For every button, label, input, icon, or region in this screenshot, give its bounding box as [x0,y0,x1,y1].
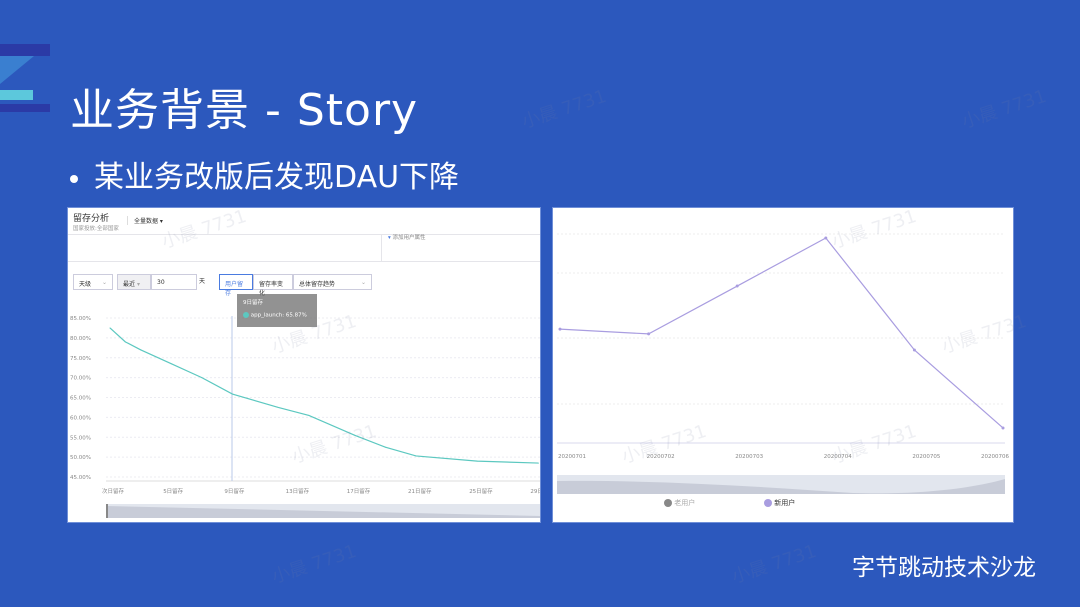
data-point [476,460,478,462]
y-tick-label: 65.00% [70,396,91,402]
divider [68,261,540,262]
y-tick-label: 70.00% [70,376,91,382]
data-point [912,348,916,352]
series-icon [243,312,249,318]
data-point [109,327,111,329]
y-tick-label: 85.00% [70,316,91,322]
x-tick-label: 次日留存 [102,487,125,495]
data-point [354,434,356,436]
range-value-input[interactable]: 30 [151,274,197,290]
y-tick-label: 60.00% [70,415,91,421]
data-point [140,349,142,351]
retention-chart: 85.00% 80.00% 75.00% 70.00% 65.00% 60.00% 55.0… [70,316,541,518]
x-tick-label: 29日留存 [530,487,541,495]
tab-user-retention[interactable]: 用户留存 [219,274,253,297]
logo-decoration [0,44,50,114]
bullet-icon [70,174,78,183]
bullet-point: 某业务改版后发现DAU下降 [70,152,459,196]
legend-old-users[interactable]: 老用户 [664,498,695,508]
data-point [201,377,203,379]
panel-subtitle: 国家投放:全部国家 [73,226,119,232]
x-tick-label: 20200706 [981,454,1009,460]
y-tick-label: 50.00% [70,455,91,461]
watermark: 小晨 7731 [959,85,1050,133]
data-point [384,446,386,448]
bullet-text: 某业务改版后发现DAU下降 [94,160,460,195]
granularity-select[interactable]: 天级 ⌄ [73,274,113,290]
data-point [735,284,739,288]
x-tick-label: 5日留存 [163,487,183,495]
tooltip-value: 65.87% [285,312,307,319]
footer-brand: 字节跳动技术沙龙 [852,555,1036,581]
data-point [824,236,828,240]
zoom-slider-handle[interactable] [106,504,108,518]
range-mode-select[interactable]: 最近 ▾ [117,274,151,290]
x-tick-label: 20200702 [647,454,675,460]
zoom-slider-preview [557,479,1005,494]
y-tick-label: 45.00% [70,475,91,481]
dau-chart: 20200701 20200702 20200703 20200704 20200705… [557,233,1009,494]
x-tick-label: 13日留存 [286,487,310,495]
add-attribute-button[interactable]: ▾ 添加用户属性 [388,235,426,241]
y-tick-label: 75.00% [70,356,91,362]
divider [381,234,382,261]
data-point [170,363,172,365]
x-tick-label: 25日留存 [469,487,493,495]
panel-title: 留存分析 [73,214,110,224]
tooltip-series: app_launch [250,312,283,319]
watermark: 小晨 7731 [729,540,820,588]
y-tick-label: 55.00% [70,435,91,441]
watermark: 小晨 7731 [269,540,360,588]
dau-trend-screenshot: 20200701 20200702 20200703 20200704 20200705… [552,207,1014,523]
legend-icon [664,499,672,507]
data-point [308,414,310,416]
range-unit: 天 [199,278,206,285]
divider [68,234,540,235]
legend-new-users[interactable]: 新用户 [764,498,795,508]
data-point [537,462,539,464]
data-selector[interactable]: 全量数据 ▾ [127,216,163,225]
zoom-slider-preview [106,506,540,518]
retention-analysis-screenshot: 留存分析 国家投放:全部国家 全量数据 ▾ ▾ 添加用户属性 天级 ⌄ 最近 ▾ … [67,207,541,523]
data-point [124,341,126,343]
x-tick-label: 20200701 [558,454,586,460]
data-point [647,332,651,336]
data-point [1001,426,1005,430]
x-tick-label: 20200703 [735,454,763,460]
new-users-line [559,237,1004,429]
data-point [277,406,279,408]
x-tick-label: 21日留存 [408,487,432,495]
watermark: 小晨 7731 [519,85,610,133]
chart-tooltip: 9日留存 app_launch: 65.87% [237,294,317,327]
legend-icon [764,499,772,507]
tab-retention-change[interactable]: 留存率变化 [253,274,293,297]
x-tick-label: 9日留存 [224,487,244,495]
data-point [415,455,417,457]
x-tick-label: 20200705 [912,454,940,460]
data-point [558,327,562,331]
trend-select[interactable]: 总体留存趋势 ⌄ [293,274,372,290]
slide-title: 业务背景 - Story [70,85,419,136]
tooltip-title: 9日留存 [243,300,263,306]
x-tick-label: 17日留存 [347,487,371,495]
x-tick-label: 20200704 [824,454,852,460]
y-tick-label: 80.00% [70,336,91,342]
data-point [231,393,233,395]
